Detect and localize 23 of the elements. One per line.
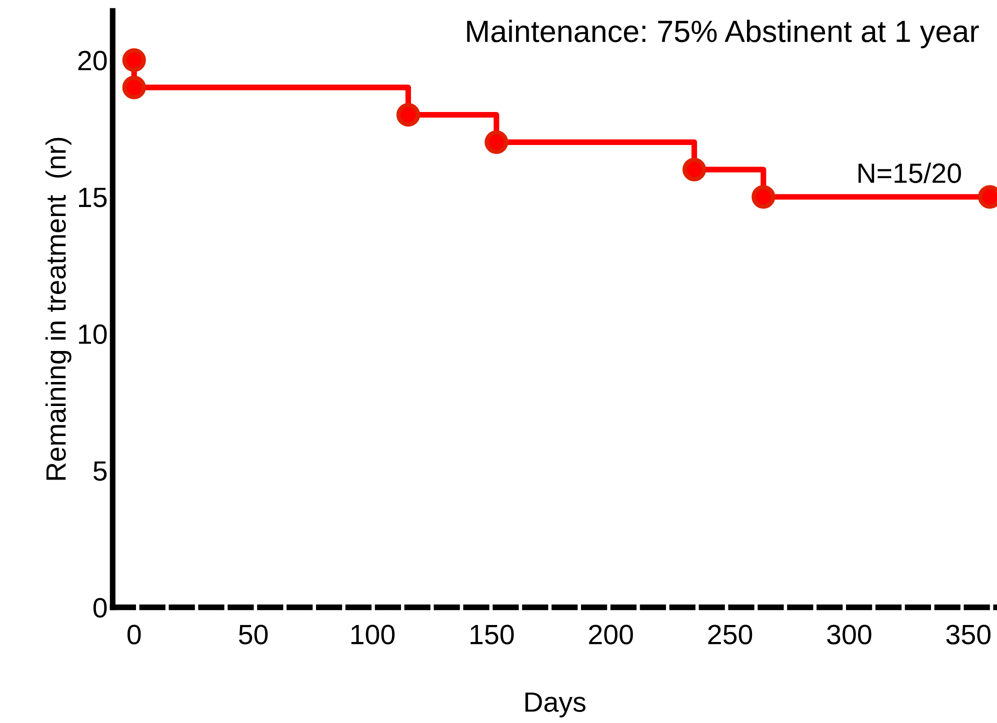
point xyxy=(752,185,776,209)
y-tick-label: 20 xyxy=(78,50,107,70)
point xyxy=(122,76,146,100)
x-axis-title: Days xyxy=(525,692,586,718)
x-tick-label: 200 xyxy=(589,624,633,644)
x-tick-label: 250 xyxy=(708,624,752,644)
x-tick-label: 350 xyxy=(946,624,990,644)
point xyxy=(396,103,420,127)
x-tick-label: 300 xyxy=(827,624,872,644)
x-tick-label: 50 xyxy=(238,624,268,644)
x-tick-label: 0 xyxy=(127,624,141,644)
x-tick-label: 100 xyxy=(351,624,395,644)
x-tick-label: 150 xyxy=(470,624,514,644)
y-tick-label: 10 xyxy=(79,324,107,344)
chart-title: Maintenance: 75% Abstinent at 1 year xyxy=(467,20,979,48)
annotation: N=15/20 xyxy=(858,162,961,184)
point xyxy=(682,158,706,182)
y-axis-title: Remaining in treatment (nr) xyxy=(45,138,72,480)
point xyxy=(484,130,508,154)
y-tick-label: 0 xyxy=(93,598,107,618)
point xyxy=(122,48,146,72)
y-tick-label: 15 xyxy=(79,188,107,208)
y-tick-label: 5 xyxy=(93,461,107,481)
